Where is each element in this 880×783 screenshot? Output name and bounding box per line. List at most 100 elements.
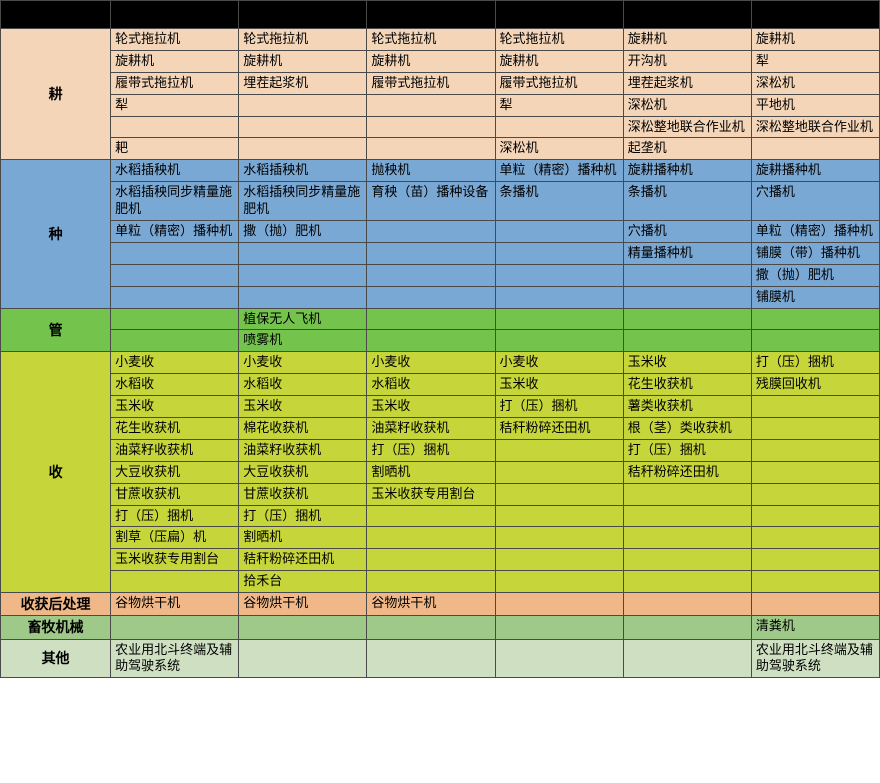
section-label: 收 bbox=[1, 352, 111, 593]
data-cell bbox=[111, 330, 239, 352]
data-cell: 条播机 bbox=[495, 182, 623, 221]
data-cell: 单粒（精密）播种机 bbox=[751, 221, 879, 243]
data-cell: 埋茬起浆机 bbox=[239, 72, 367, 94]
data-cell bbox=[623, 593, 751, 616]
data-cell: 轮式拖拉机 bbox=[239, 29, 367, 51]
data-cell bbox=[367, 549, 495, 571]
table-row: 耙深松机起垄机 bbox=[1, 138, 880, 160]
data-cell bbox=[367, 330, 495, 352]
data-cell: 薯类收获机 bbox=[623, 396, 751, 418]
data-cell bbox=[623, 527, 751, 549]
section-label: 其他 bbox=[1, 639, 111, 678]
data-cell bbox=[623, 308, 751, 330]
data-cell: 大豆收获机 bbox=[239, 461, 367, 483]
data-cell bbox=[111, 616, 239, 639]
data-cell: 水稻插秧机 bbox=[111, 160, 239, 182]
data-cell bbox=[623, 483, 751, 505]
data-cell: 农业用北斗终端及辅助驾驶系统 bbox=[111, 639, 239, 678]
data-cell: 单粒（精密）播种机 bbox=[495, 160, 623, 182]
data-cell bbox=[751, 418, 879, 440]
data-cell bbox=[495, 242, 623, 264]
table-row: 玉米收玉米收玉米收打（压）捆机薯类收获机 bbox=[1, 396, 880, 418]
table-row: 撒（抛）肥机 bbox=[1, 264, 880, 286]
data-cell: 水稻收 bbox=[111, 374, 239, 396]
data-cell bbox=[495, 286, 623, 308]
data-cell bbox=[495, 571, 623, 593]
data-cell bbox=[751, 308, 879, 330]
data-cell bbox=[623, 571, 751, 593]
data-cell bbox=[367, 116, 495, 138]
data-cell: 甘蔗收获机 bbox=[239, 483, 367, 505]
data-cell bbox=[239, 639, 367, 678]
data-cell bbox=[623, 264, 751, 286]
data-cell bbox=[495, 639, 623, 678]
table-row: 水稻收水稻收水稻收玉米收花生收获机残膜回收机 bbox=[1, 374, 880, 396]
data-cell: 深松整地联合作业机 bbox=[751, 116, 879, 138]
data-cell: 旋耕播种机 bbox=[751, 160, 879, 182]
table-row: 深松整地联合作业机深松整地联合作业机 bbox=[1, 116, 880, 138]
data-cell bbox=[495, 221, 623, 243]
data-cell: 甘蔗收获机 bbox=[111, 483, 239, 505]
data-cell bbox=[239, 264, 367, 286]
data-cell: 花生收获机 bbox=[111, 418, 239, 440]
data-cell: 割草（压扁）机 bbox=[111, 527, 239, 549]
data-cell: 油菜籽收获机 bbox=[367, 418, 495, 440]
table-row: 收获后处理谷物烘干机谷物烘干机谷物烘干机 bbox=[1, 593, 880, 616]
table-row: 水稻插秧同步精量施肥机水稻插秧同步精量施肥机育秧（苗）播种设备条播机条播机穴播机 bbox=[1, 182, 880, 221]
section-label: 收获后处理 bbox=[1, 593, 111, 616]
data-cell: 玉米收 bbox=[367, 396, 495, 418]
data-cell: 条播机 bbox=[623, 182, 751, 221]
data-cell: 割晒机 bbox=[367, 461, 495, 483]
data-cell bbox=[495, 616, 623, 639]
data-cell bbox=[751, 330, 879, 352]
data-cell: 喷雾机 bbox=[239, 330, 367, 352]
data-cell: 拾禾台 bbox=[239, 571, 367, 593]
data-cell bbox=[111, 571, 239, 593]
data-cell: 打（压）捆机 bbox=[111, 505, 239, 527]
data-cell: 履带式拖拉机 bbox=[367, 72, 495, 94]
data-cell bbox=[367, 505, 495, 527]
data-cell: 水稻插秧同步精量施肥机 bbox=[239, 182, 367, 221]
data-cell: 玉米收获专用割台 bbox=[111, 549, 239, 571]
data-cell bbox=[751, 483, 879, 505]
table-row: 甘蔗收获机甘蔗收获机玉米收获专用割台 bbox=[1, 483, 880, 505]
data-cell: 秸秆粉碎还田机 bbox=[239, 549, 367, 571]
data-cell: 撒（抛）肥机 bbox=[239, 221, 367, 243]
data-cell bbox=[495, 461, 623, 483]
data-cell: 玉米收 bbox=[239, 396, 367, 418]
data-cell: 水稻收 bbox=[239, 374, 367, 396]
data-cell: 穴播机 bbox=[623, 221, 751, 243]
data-cell: 残膜回收机 bbox=[751, 374, 879, 396]
data-cell: 打（压）捆机 bbox=[751, 352, 879, 374]
data-cell: 小麦收 bbox=[239, 352, 367, 374]
table-row: 收小麦收小麦收小麦收小麦收玉米收打（压）捆机 bbox=[1, 352, 880, 374]
data-cell bbox=[751, 571, 879, 593]
data-cell: 履带式拖拉机 bbox=[111, 72, 239, 94]
data-cell: 水稻插秧同步精量施肥机 bbox=[111, 182, 239, 221]
data-cell bbox=[111, 116, 239, 138]
data-cell: 起垄机 bbox=[623, 138, 751, 160]
data-cell bbox=[623, 616, 751, 639]
data-cell: 埋茬起浆机 bbox=[623, 72, 751, 94]
data-cell: 轮式拖拉机 bbox=[111, 29, 239, 51]
data-cell bbox=[495, 505, 623, 527]
table-row: 种水稻插秧机水稻插秧机抛秧机单粒（精密）播种机旋耕播种机旋耕播种机 bbox=[1, 160, 880, 182]
data-cell bbox=[495, 549, 623, 571]
data-cell bbox=[367, 286, 495, 308]
data-cell: 打（压）捆机 bbox=[367, 439, 495, 461]
data-cell: 谷物烘干机 bbox=[239, 593, 367, 616]
table-row: 旋耕机旋耕机旋耕机旋耕机开沟机犁 bbox=[1, 50, 880, 72]
data-cell: 谷物烘干机 bbox=[111, 593, 239, 616]
data-cell bbox=[111, 286, 239, 308]
data-cell: 旋耕机 bbox=[367, 50, 495, 72]
section-label: 管 bbox=[1, 308, 111, 352]
data-cell bbox=[495, 330, 623, 352]
data-cell: 割晒机 bbox=[239, 527, 367, 549]
data-cell: 开沟机 bbox=[623, 50, 751, 72]
section-label: 种 bbox=[1, 160, 111, 308]
table-row: 履带式拖拉机埋茬起浆机履带式拖拉机履带式拖拉机埋茬起浆机深松机 bbox=[1, 72, 880, 94]
table-row: 耕轮式拖拉机轮式拖拉机轮式拖拉机轮式拖拉机旋耕机旋耕机 bbox=[1, 29, 880, 51]
data-cell: 棉花收获机 bbox=[239, 418, 367, 440]
data-cell bbox=[751, 505, 879, 527]
data-cell bbox=[751, 593, 879, 616]
